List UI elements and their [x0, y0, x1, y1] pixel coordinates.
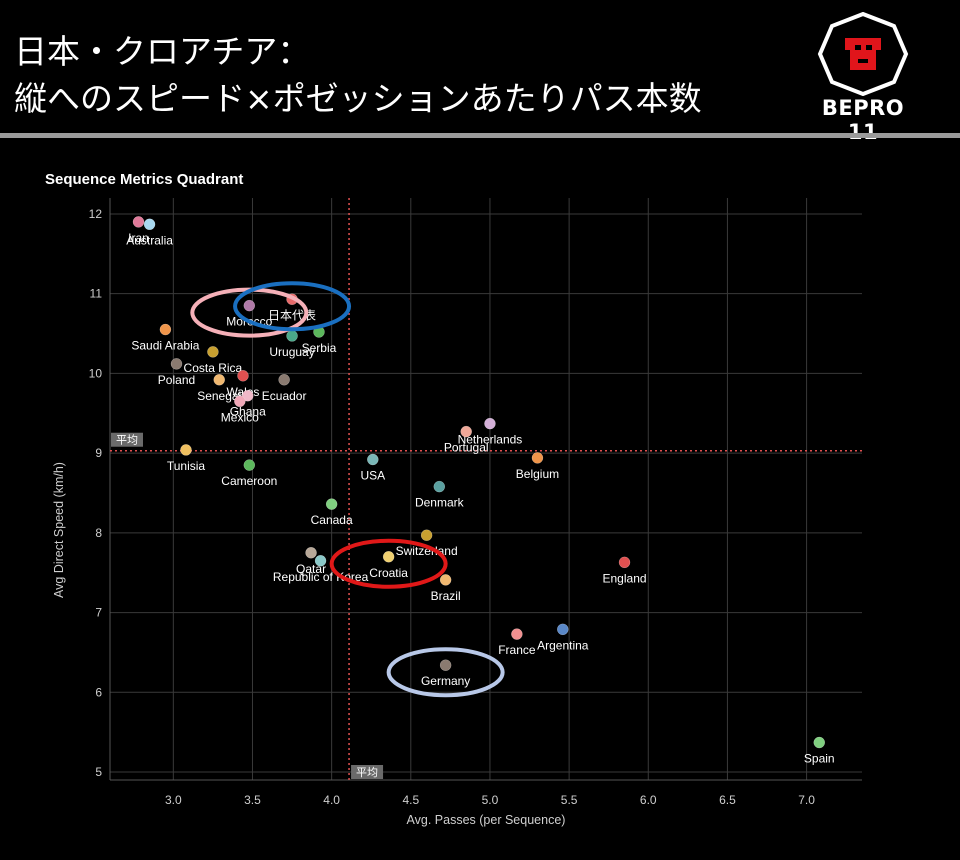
point-label: Ghana [230, 405, 266, 419]
data-point [439, 659, 452, 671]
data-point [460, 425, 472, 438]
x-tick-label: 7.0 [798, 793, 815, 807]
data-point [511, 628, 523, 640]
data-point [314, 555, 327, 567]
point-label: Argentina [537, 638, 589, 652]
avg-x-label-bg [351, 765, 384, 779]
data-point [618, 556, 631, 569]
point-label: Brazil [431, 589, 461, 603]
point-label: Costa Rica [184, 361, 243, 375]
x-tick-label: 3.0 [165, 793, 182, 807]
point-label: Ecuador [262, 389, 307, 403]
y-tick-label: 8 [95, 526, 102, 540]
data-point [433, 480, 446, 493]
data-point [180, 444, 192, 456]
x-tick-label: 6.5 [719, 793, 736, 807]
data-point [132, 216, 145, 228]
point-label: Germany [421, 674, 470, 688]
data-point [213, 374, 225, 386]
y-tick-label: 6 [95, 685, 102, 699]
point-label: Cameroon [221, 474, 277, 488]
data-point [286, 330, 298, 342]
data-point [207, 346, 219, 358]
axis-ticks: 3.0 3.5 4.0 4.5 5.0 5.5 6.0 6.5 7.0 5 6 7 8 9 10 11 12 [89, 207, 816, 807]
x-tick-label: 6.0 [640, 793, 657, 807]
x-tick-label: 5.0 [482, 793, 499, 807]
data-point [484, 417, 496, 430]
highlight-ellipses [190, 281, 505, 698]
data-point [325, 498, 338, 510]
point-label: Australia [126, 233, 173, 247]
data-point [143, 218, 156, 231]
data-point [439, 574, 452, 586]
y-tick-label: 12 [89, 207, 103, 221]
lion-head-icon [817, 11, 909, 97]
y-tick-label: 9 [95, 446, 102, 460]
point-label: France [498, 643, 536, 657]
point-label: Spain [804, 752, 835, 766]
data-point [367, 453, 379, 466]
point-label: 日本代表 [268, 308, 316, 322]
data-point [531, 452, 544, 464]
slide-title: 日本・クロアチア： 縦へのスピード×ポゼッションあたりパス本数 [14, 28, 702, 122]
highlight-ellipse [233, 281, 352, 332]
highlight-ellipse [329, 538, 448, 589]
avg-x-label: 平均 [356, 766, 378, 779]
point-label: Iran [128, 231, 149, 245]
highlight-ellipse [386, 647, 505, 698]
y-axis-title: Avg Direct Speed (km/h) [52, 462, 66, 598]
bepro-logo: BEPRO 11 [808, 11, 918, 144]
data-point [382, 551, 395, 563]
data-point [234, 395, 246, 408]
data-point [243, 299, 256, 312]
x-tick-label: 4.0 [323, 793, 340, 807]
title-divider [0, 133, 960, 138]
point-label: Uruguay [269, 345, 314, 359]
y-tick-label: 7 [95, 606, 102, 620]
point-label: Senegal [197, 389, 241, 403]
point-label: USA [360, 469, 385, 483]
data-point [159, 323, 172, 336]
slide-title-line1: 日本・クロアチア： [14, 32, 311, 71]
avg-y-label: 平均 [116, 434, 138, 447]
point-label: Poland [158, 373, 195, 387]
slide-title-line2: 縦へのスピード×ポゼッションあたりパス本数 [14, 79, 702, 118]
x-tick-label: 5.5 [561, 793, 578, 807]
point-label: Belgium [516, 467, 559, 481]
grid [109, 198, 862, 781]
data-point [557, 623, 569, 636]
y-tick-label: 11 [90, 287, 103, 301]
data-point [237, 370, 249, 382]
point-label: Saudi Arabia [131, 339, 199, 353]
chart-title: Sequence Metrics Quadrant [45, 171, 243, 188]
point-label: Portugal [444, 441, 489, 455]
y-tick-label: 5 [95, 765, 102, 779]
point-label: Mexico [221, 410, 259, 424]
data-point [241, 389, 254, 402]
point-label: Canada [311, 513, 353, 527]
data-point [420, 529, 433, 541]
point-label: England [603, 571, 647, 585]
point-label: Netherlands [458, 433, 523, 447]
point-label: Denmark [415, 496, 465, 510]
data-point [170, 358, 183, 370]
point-label: Tunisia [167, 459, 206, 473]
x-tick-label: 4.5 [402, 793, 419, 807]
x-axis-title: Avg. Passes (per Sequence) [407, 813, 566, 827]
point-label: Croatia [369, 566, 408, 580]
data-point [278, 374, 290, 386]
avg-y-label-bg [111, 432, 143, 447]
data-point [813, 736, 826, 749]
logo-text: BEPRO 11 [821, 96, 905, 144]
x-tick-label: 3.5 [244, 793, 261, 807]
point-label: Serbia [302, 341, 337, 355]
data-point [305, 547, 317, 559]
data-point [243, 459, 256, 471]
y-tick-label: 10 [89, 366, 103, 380]
